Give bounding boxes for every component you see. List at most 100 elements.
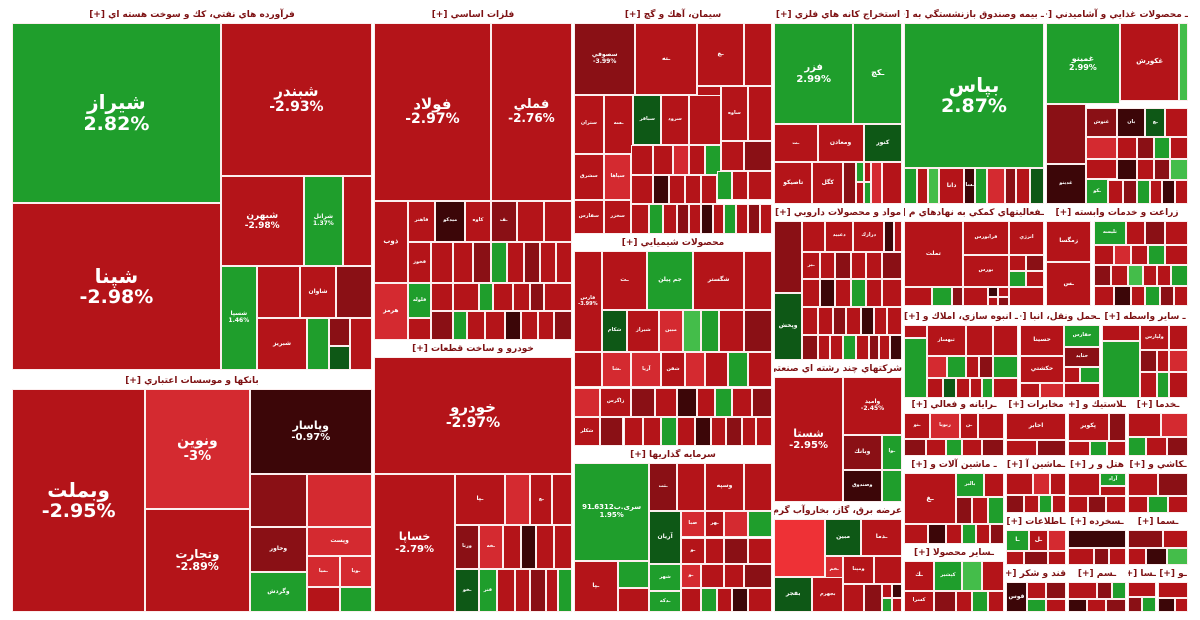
stock-tile-سباقر[interactable]: سباقر [633,94,662,146]
sector-header-vau[interactable]: ـو [+] [1158,567,1188,582]
stock-tile[interactable] [724,537,749,565]
stock-tile[interactable] [878,334,891,360]
stock-tile[interactable] [530,282,545,312]
stock-tile-ـكچ[interactable]: ـكچ [853,23,902,125]
stock-tile[interactable] [700,588,717,612]
stock-tile-ـس[interactable]: ـس [1046,261,1092,306]
stock-tile[interactable] [1174,597,1188,612]
stock-tile-وصندوق[interactable]: وصندوق [843,469,882,502]
stock-tile-حكشتي[interactable]: حكشتي [1020,355,1064,384]
stock-tile[interactable] [688,94,721,146]
stock-tile[interactable] [1068,548,1095,565]
stock-tile[interactable] [992,355,1018,378]
stock-tile[interactable] [1158,582,1188,598]
stock-tile-ـسه[interactable]: ـسه [603,94,634,154]
sector-header-metals[interactable]: فلزات اساسي [+] [374,8,572,23]
stock-tile-وگردش[interactable]: وگردش [249,571,308,612]
stock-tile[interactable] [988,497,1004,525]
stock-tile[interactable] [1006,439,1038,456]
stock-tile[interactable] [863,162,872,183]
stock-tile-ميدكو[interactable]: ميدكو [435,200,466,242]
stock-tile[interactable] [855,182,864,204]
stock-tile[interactable] [975,167,987,204]
stock-tile[interactable] [1094,285,1115,306]
stock-tile-شهر[interactable]: شهر [649,564,681,592]
stock-tile[interactable] [1068,496,1089,513]
stock-tile[interactable] [617,588,650,612]
stock-tile[interactable] [1158,473,1188,497]
stock-tile[interactable] [934,590,956,612]
stock-tile[interactable] [956,590,972,612]
stock-tile-شيراز[interactable]: شيراز 2.82% [12,23,221,204]
stock-tile-غنوش[interactable]: غنوش [1085,108,1117,138]
stock-tile[interactable] [871,162,882,204]
stock-tile[interactable] [1147,496,1168,513]
stock-tile[interactable] [336,265,372,318]
stock-tile[interactable] [1122,180,1137,204]
stock-tile[interactable] [1094,265,1112,286]
stock-tile-آراد[interactable]: آراد [1099,473,1126,486]
stock-tile-ـخه[interactable]: ـخه [478,525,503,569]
stock-tile[interactable] [453,282,479,312]
stock-tile[interactable] [732,387,753,417]
stock-tile[interactable] [1136,137,1154,159]
stock-tile-شفن[interactable]: شفن [661,352,685,388]
stock-tile[interactable] [843,584,864,612]
stock-tile[interactable] [1128,413,1161,437]
stock-tile[interactable] [1167,436,1188,456]
stock-tile[interactable] [1094,244,1115,266]
stock-tile[interactable] [407,317,432,340]
sector-header-multi[interactable]: شركتهاي چند رشته اي صنعتي [+] [774,362,902,377]
stock-tile[interactable] [704,537,725,565]
sector-header-services[interactable]: ـخدما [+] [1128,398,1188,413]
stock-tile-شستا[interactable]: شستا -2.95% [774,377,844,502]
stock-tile[interactable] [802,279,821,308]
stock-tile-ـت[interactable]: ـت [774,124,818,163]
stock-tile[interactable] [714,387,733,417]
stock-tile-زمگسا[interactable]: زمگسا [1046,221,1092,262]
stock-tile[interactable] [453,311,468,340]
stock-tile[interactable] [694,416,711,446]
stock-tile[interactable] [845,307,862,335]
stock-tile[interactable] [1087,598,1107,612]
stock-tile[interactable] [1153,137,1170,159]
stock-tile-ـو[interactable]: ـو [680,537,705,565]
stock-tile[interactable] [1125,221,1146,245]
stock-tile[interactable] [554,525,572,569]
stock-tile[interactable] [1131,285,1146,306]
stock-tile[interactable] [802,221,826,252]
stock-tile[interactable] [881,584,892,599]
stock-tile[interactable] [684,174,701,205]
sector-header-insurance[interactable]: ـ بيمه وصندوق بازنشستگي به [+] [904,8,1044,23]
sector-header-ores[interactable]: استخراج كانه هاي فلزي [+] [774,8,902,23]
stock-tile[interactable] [802,307,818,335]
stock-tile[interactable] [1128,265,1143,286]
stock-tile-ومعادن[interactable]: ومعادن [817,124,864,163]
stock-tile-صبا[interactable]: صبا [680,510,705,538]
stock-tile[interactable] [972,590,988,612]
stock-tile-خساپا[interactable]: خساپا -2.79% [374,474,456,612]
stock-tile[interactable] [1157,371,1170,398]
stock-tile[interactable] [1131,244,1149,266]
stock-tile[interactable] [1006,495,1024,513]
stock-tile[interactable] [256,265,300,318]
stock-tile-دانا[interactable]: دانا [939,167,965,204]
stock-tile[interactable] [986,167,1005,204]
stock-tile[interactable] [307,473,372,528]
stock-tile-شبريز[interactable]: شبريز [256,317,308,370]
stock-tile[interactable] [1162,180,1176,204]
stock-tile-اخابر[interactable]: اخابر [1006,413,1066,440]
stock-tile[interactable] [524,241,541,283]
stock-tile-وبانك[interactable]: وبانك [843,434,882,470]
stock-tile[interactable] [530,568,547,612]
stock-tile[interactable] [1037,439,1066,456]
stock-tile[interactable] [1114,285,1132,306]
stock-tile[interactable] [599,416,624,446]
stock-tile[interactable] [684,352,705,388]
stock-tile[interactable] [1020,383,1040,398]
sector-header-sama[interactable]: ـسما [+] [1128,515,1188,530]
stock-tile[interactable] [1145,221,1166,245]
stock-tile[interactable] [688,204,701,234]
stock-tile[interactable] [1136,180,1150,204]
stock-tile-ـويا[interactable]: ـويا [339,556,372,588]
